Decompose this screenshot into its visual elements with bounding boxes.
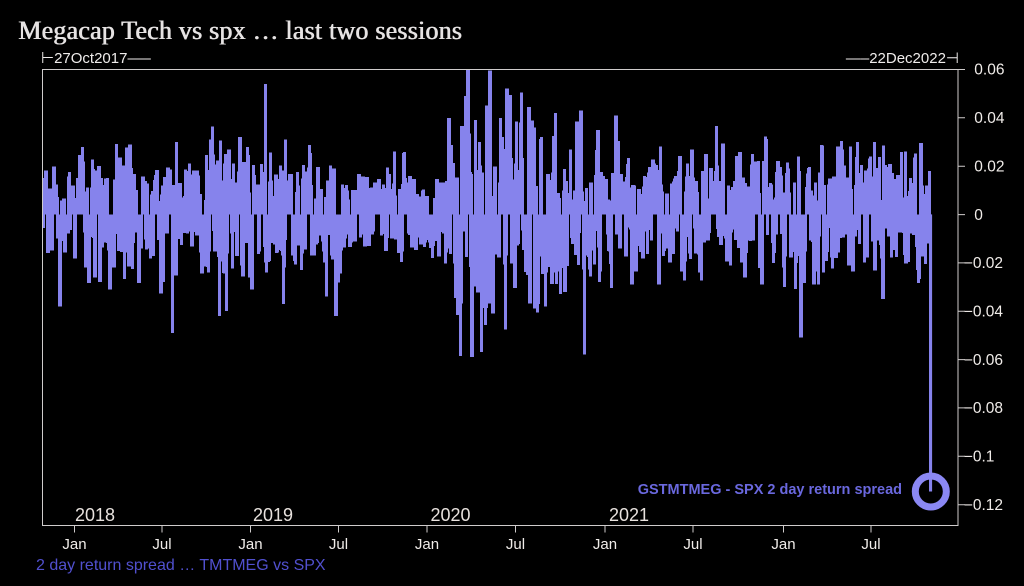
svg-text:—–22Dec2022⊣: —–22Dec2022⊣ <box>846 50 959 67</box>
svg-text:Jul: Jul <box>329 536 348 553</box>
svg-text:0.02: 0.02 <box>974 158 1004 175</box>
svg-text:Jul: Jul <box>683 536 702 553</box>
svg-text:Jan: Jan <box>62 536 86 553</box>
svg-text:−0.12: −0.12 <box>964 497 1003 514</box>
svg-text:0.06: 0.06 <box>974 62 1004 79</box>
svg-text:2 day return spread … TMTMEG v: 2 day return spread … TMTMEG vs SPX <box>36 557 326 574</box>
svg-text:⊢27Oct2017—–: ⊢27Oct2017—– <box>41 50 151 67</box>
svg-text:Jan: Jan <box>415 536 439 553</box>
svg-text:Jan: Jan <box>593 536 617 553</box>
svg-text:−0.06: −0.06 <box>964 352 1003 369</box>
svg-text:−0.1: −0.1 <box>964 449 995 466</box>
svg-text:0: 0 <box>974 207 983 224</box>
svg-text:2019: 2019 <box>253 505 293 525</box>
svg-text:−0.02: −0.02 <box>964 255 1003 272</box>
svg-text:Jul: Jul <box>861 536 880 553</box>
svg-text:2021: 2021 <box>609 505 649 525</box>
svg-text:2020: 2020 <box>430 505 470 525</box>
svg-text:Jan: Jan <box>771 536 795 553</box>
svg-text:GSTMTMEG - SPX 2 day return sp: GSTMTMEG - SPX 2 day return spread <box>638 482 902 498</box>
svg-text:Jul: Jul <box>152 536 171 553</box>
svg-text:−0.08: −0.08 <box>964 400 1003 417</box>
svg-text:−0.04: −0.04 <box>964 303 1004 320</box>
svg-text:2018: 2018 <box>75 505 115 525</box>
svg-text:Jan: Jan <box>238 536 262 553</box>
svg-text:0.04: 0.04 <box>974 110 1005 127</box>
svg-text:Jul: Jul <box>506 536 525 553</box>
